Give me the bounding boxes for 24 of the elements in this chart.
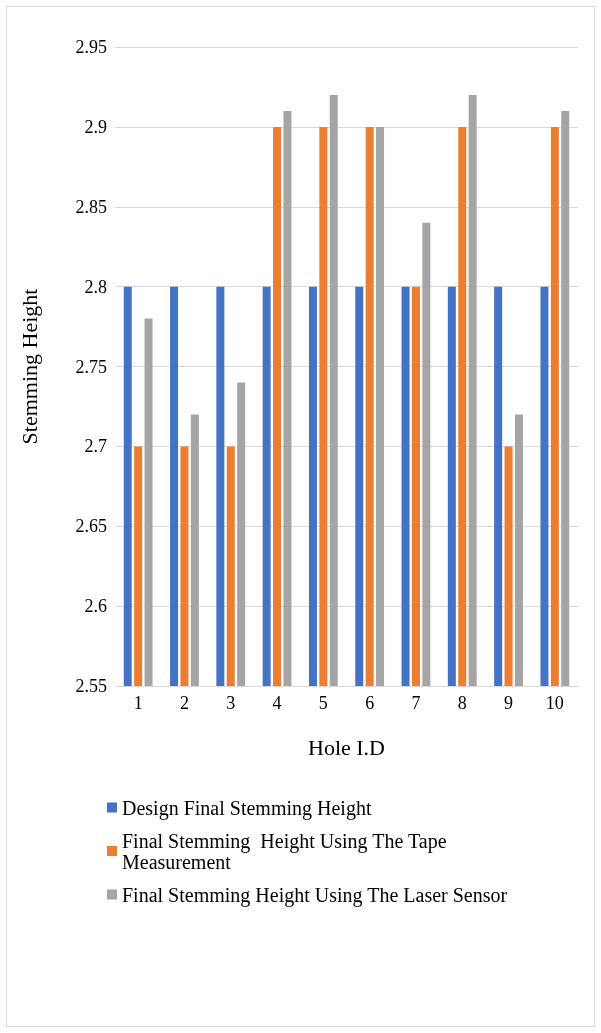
y-tick-label: 2.65 (75, 516, 107, 537)
x-tick-label: 1 (133, 693, 143, 713)
y-tick-label: 2.7 (84, 436, 107, 457)
legend-label: Final Stemming Height Using The Tape Measurement (122, 829, 452, 873)
y-tick-label: 2.95 (75, 37, 107, 57)
x-axis-title: Hole I.D (308, 734, 385, 760)
y-tick-label: 2.9 (84, 116, 107, 137)
y-tick-label: 2.55 (75, 676, 107, 696)
y-tick-label: 2.85 (75, 196, 107, 217)
legend-label: Final Stemming Height Using The Laser Sensor (122, 883, 508, 907)
y-tick-label: 2.8 (84, 276, 107, 297)
x-tick-label: 6 (365, 693, 375, 713)
x-tick-label: 4 (272, 693, 282, 713)
x-tick-label: 8 (457, 693, 467, 713)
legend-label: Design Final Stemming Height (122, 796, 372, 820)
x-tick-label: 7 (411, 693, 421, 713)
y-tick-label: 2.75 (75, 356, 107, 377)
x-tick-label: 2 (179, 693, 189, 713)
x-tick-label: 10 (545, 693, 564, 713)
x-tick-label: 3 (226, 693, 236, 713)
x-tick-label: 5 (318, 693, 328, 713)
y-axis-title: Stemming Height (16, 288, 42, 445)
y-tick-label: 2.6 (84, 596, 107, 617)
x-tick-label: 9 (504, 693, 514, 713)
